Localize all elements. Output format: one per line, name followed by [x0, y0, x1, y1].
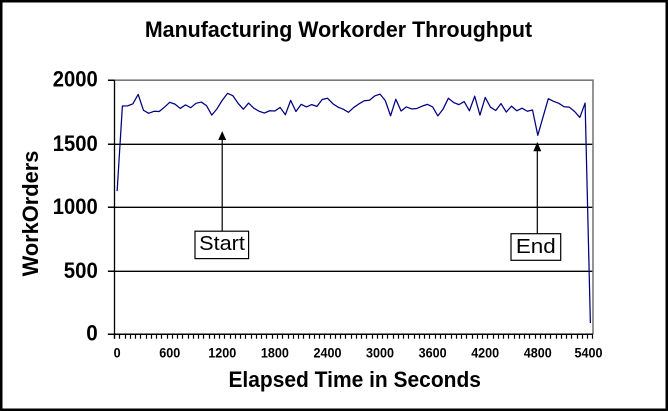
svg-text:1200: 1200: [208, 345, 236, 361]
svg-text:4200: 4200: [471, 345, 499, 361]
svg-text:1000: 1000: [53, 194, 98, 219]
svg-text:5400: 5400: [575, 345, 603, 361]
svg-text:1800: 1800: [261, 345, 289, 361]
svg-text:2400: 2400: [314, 345, 342, 361]
svg-text:End: End: [516, 236, 556, 258]
svg-text:3000: 3000: [366, 345, 394, 361]
svg-text:4800: 4800: [524, 345, 552, 361]
svg-text:Start: Start: [199, 233, 245, 255]
svg-text:500: 500: [64, 258, 98, 283]
svg-text:0: 0: [114, 345, 121, 361]
svg-text:0: 0: [86, 321, 98, 346]
svg-text:3600: 3600: [419, 345, 447, 361]
svg-text:Elapsed Time in Seconds: Elapsed Time in Seconds: [228, 367, 481, 392]
svg-text:600: 600: [159, 345, 180, 361]
svg-text:2000: 2000: [53, 67, 98, 92]
svg-text:1500: 1500: [53, 131, 98, 156]
svg-text:WorkOrders: WorkOrders: [18, 151, 43, 277]
svg-text:Manufacturing Workorder Throug: Manufacturing Workorder Throughput: [145, 17, 533, 42]
